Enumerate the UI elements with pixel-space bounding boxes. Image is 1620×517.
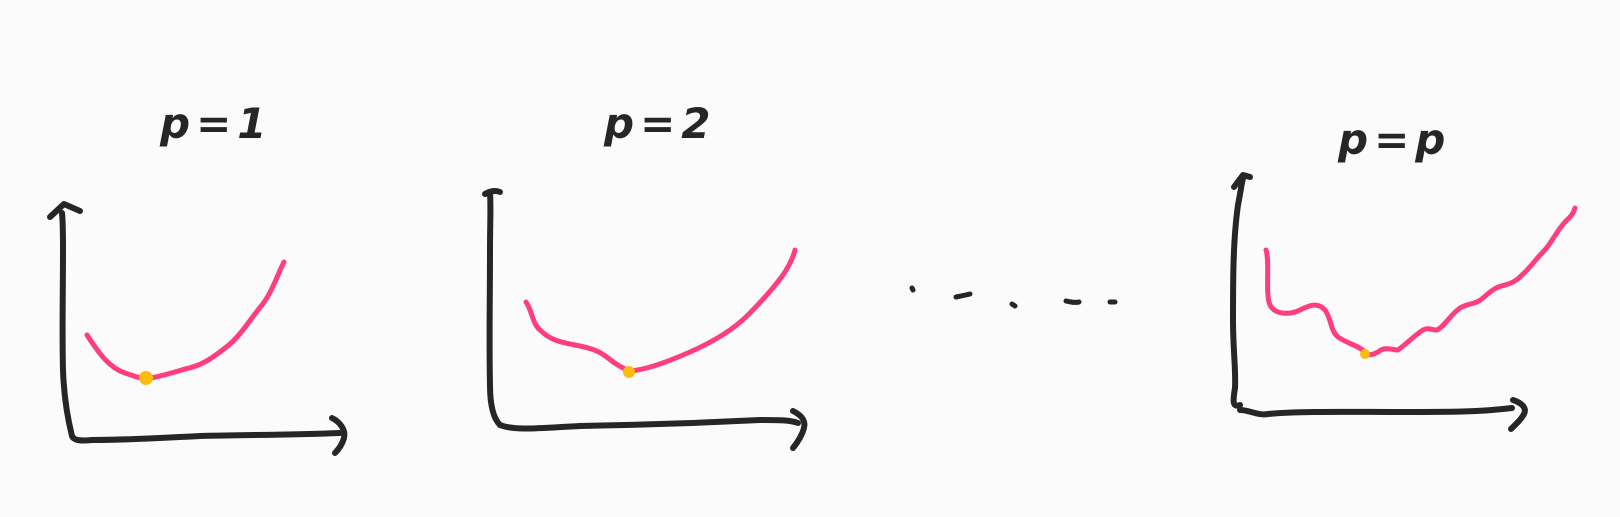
- panel-pp: p=p: [1230, 115, 1578, 432]
- y-axis-arrowhead-icon: [1231, 172, 1253, 190]
- y-axis-icon: [486, 190, 503, 428]
- x-axis-arrowhead-icon: [329, 415, 348, 456]
- loss-curve: [523, 247, 798, 374]
- panel-title: p=p: [1337, 115, 1451, 164]
- y-axis-arrowhead-icon: [47, 201, 83, 220]
- ellipsis-icon: [909, 285, 1118, 309]
- loss-curve: [1263, 205, 1578, 358]
- panel-title: p=2: [603, 99, 716, 148]
- x-axis-arrowhead-icon: [790, 408, 808, 451]
- loss-curve: [84, 259, 287, 381]
- x-axis-icon: [1237, 405, 1515, 418]
- x-axis-icon: [69, 430, 343, 444]
- y-axis-arrowhead-icon: [482, 187, 503, 197]
- x-axis-icon: [497, 417, 801, 432]
- minimum-point: [1360, 349, 1370, 359]
- minimum-point: [623, 366, 635, 378]
- panel-title: p=1: [159, 99, 272, 148]
- panel-p2: p=2: [482, 99, 808, 451]
- minimum-point: [139, 371, 153, 385]
- y-axis-icon: [59, 210, 75, 439]
- y-axis-icon: [1230, 175, 1246, 409]
- panel-p1: p=1: [47, 99, 348, 456]
- x-axis-arrowhead-icon: [1508, 397, 1528, 432]
